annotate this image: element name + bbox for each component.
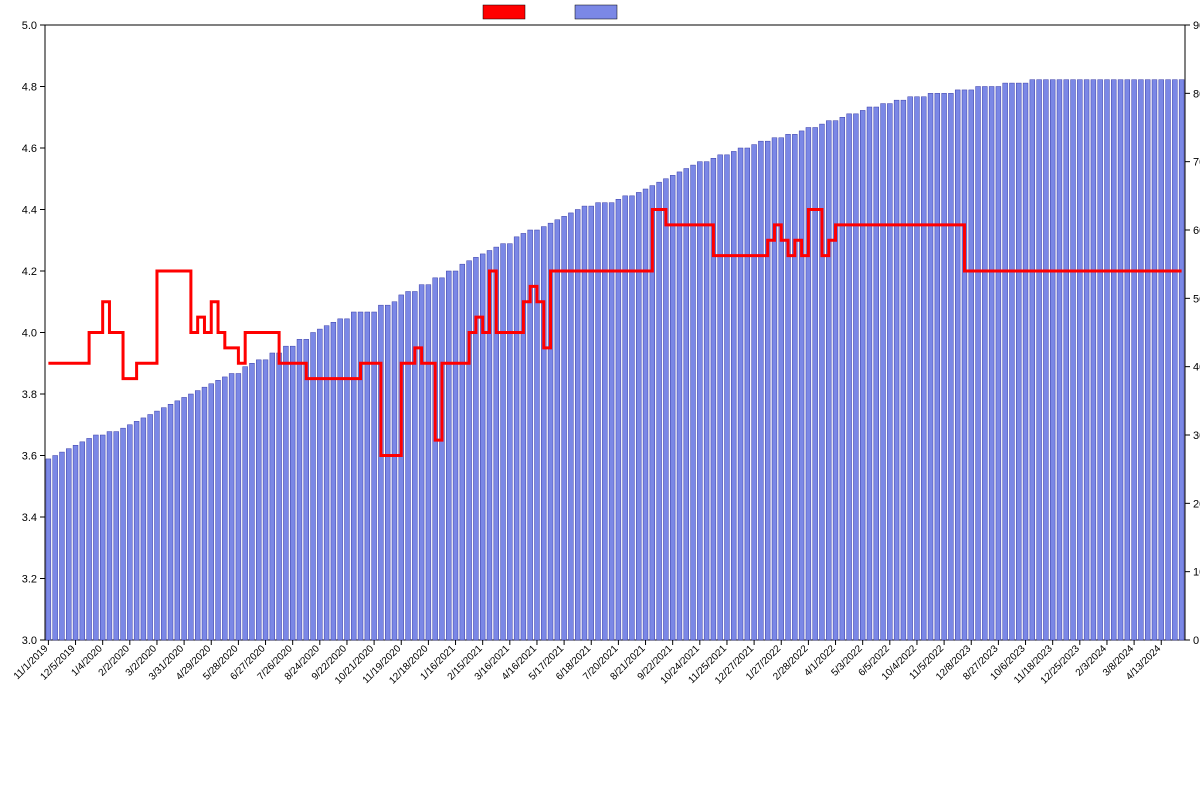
svg-text:30: 30 (1193, 430, 1200, 442)
svg-text:4.8: 4.8 (22, 82, 37, 94)
svg-text:3.6: 3.6 (22, 451, 37, 463)
svg-text:4.0: 4.0 (22, 328, 37, 340)
svg-text:0: 0 (1193, 635, 1199, 647)
svg-text:3.0: 3.0 (22, 635, 37, 647)
svg-text:3.4: 3.4 (22, 512, 37, 524)
svg-text:20: 20 (1193, 498, 1200, 510)
svg-text:3.2: 3.2 (22, 574, 37, 586)
svg-text:40: 40 (1193, 362, 1200, 374)
svg-text:4.6: 4.6 (22, 143, 37, 155)
combo-chart: 3.0 3.2 3.4 3.6 3.8 4.0 4.2 4.4 4.6 4.8 5.0 0 10 20 30… (0, 0, 1200, 800)
svg-text:4.4: 4.4 (22, 205, 37, 217)
legend-swatch (575, 5, 617, 19)
svg-text:70: 70 (1193, 157, 1200, 169)
svg-text:90: 90 (1193, 20, 1200, 32)
chart-svg: 3.0 3.2 3.4 3.6 3.8 4.0 4.2 4.4 4.6 4.8 5.0 0 10 20 30… (0, 0, 1200, 800)
legend-swatch (483, 5, 525, 19)
svg-text:10: 10 (1193, 567, 1200, 579)
svg-text:80: 80 (1193, 88, 1200, 100)
svg-text:50: 50 (1193, 293, 1200, 305)
svg-text:3.8: 3.8 (22, 389, 37, 401)
svg-text:60: 60 (1193, 225, 1200, 237)
svg-text:4.2: 4.2 (22, 266, 37, 278)
svg-text:5.0: 5.0 (22, 20, 37, 32)
